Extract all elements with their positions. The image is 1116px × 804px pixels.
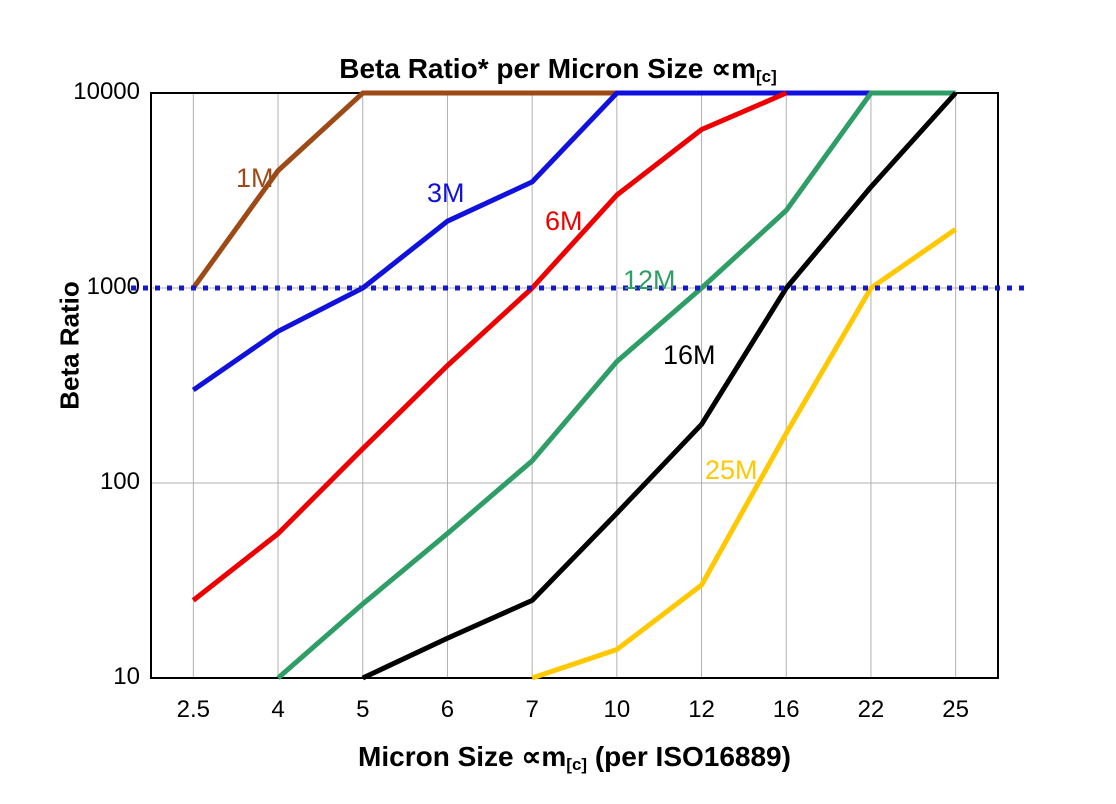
series-label-1m: 1M (236, 163, 274, 193)
x-tick-label-10: 10 (603, 696, 631, 723)
chart-title-main: Beta Ratio* per Micron Size ∝m (339, 53, 756, 84)
y-tick-label: 10 (113, 663, 140, 690)
series-line-6m (191, 90, 788, 603)
x-tick-label-25: 25 (942, 696, 969, 723)
x-tick-label-22: 22 (857, 696, 885, 723)
series-line-25m (531, 227, 958, 681)
y-tick-label: 100 (99, 468, 140, 495)
y-tick-label: 10000 (73, 78, 140, 105)
x-axis-title: Micron Size ∝m[c] (per ISO16889) (151, 740, 998, 775)
x-axis-title-subscript: [c] (566, 755, 588, 774)
series-line-3m (191, 90, 956, 393)
x-axis-title-main: Micron Size ∝m (358, 741, 567, 772)
x-tick-label-2.5: 2.5 (176, 696, 211, 723)
chart-title-subscript: [c] (755, 67, 777, 86)
x-tick-label-16: 16 (772, 696, 800, 723)
x-tick-label-6: 6 (440, 696, 455, 723)
chart-title: Beta Ratio* per Micron Size ∝m[c] (0, 52, 1116, 87)
x-tick-label-7: 7 (525, 696, 539, 723)
x-axis-title-tail: (per ISO16889) (587, 741, 791, 772)
x-tick-label-5: 5 (356, 696, 370, 723)
series-label-6m: 6M (545, 206, 583, 236)
series-label-25m: 25M (705, 455, 758, 485)
series-line-16m (361, 91, 958, 681)
series-label-16m: 16M (663, 340, 716, 370)
series-line-12m (276, 90, 956, 680)
y-tick-label: 1000 (86, 273, 140, 300)
series-label-12m: 12M (623, 265, 676, 295)
x-tick-label-12: 12 (688, 696, 715, 723)
x-tick-label-4: 4 (271, 696, 285, 723)
series-label-3m: 3M (427, 178, 465, 208)
